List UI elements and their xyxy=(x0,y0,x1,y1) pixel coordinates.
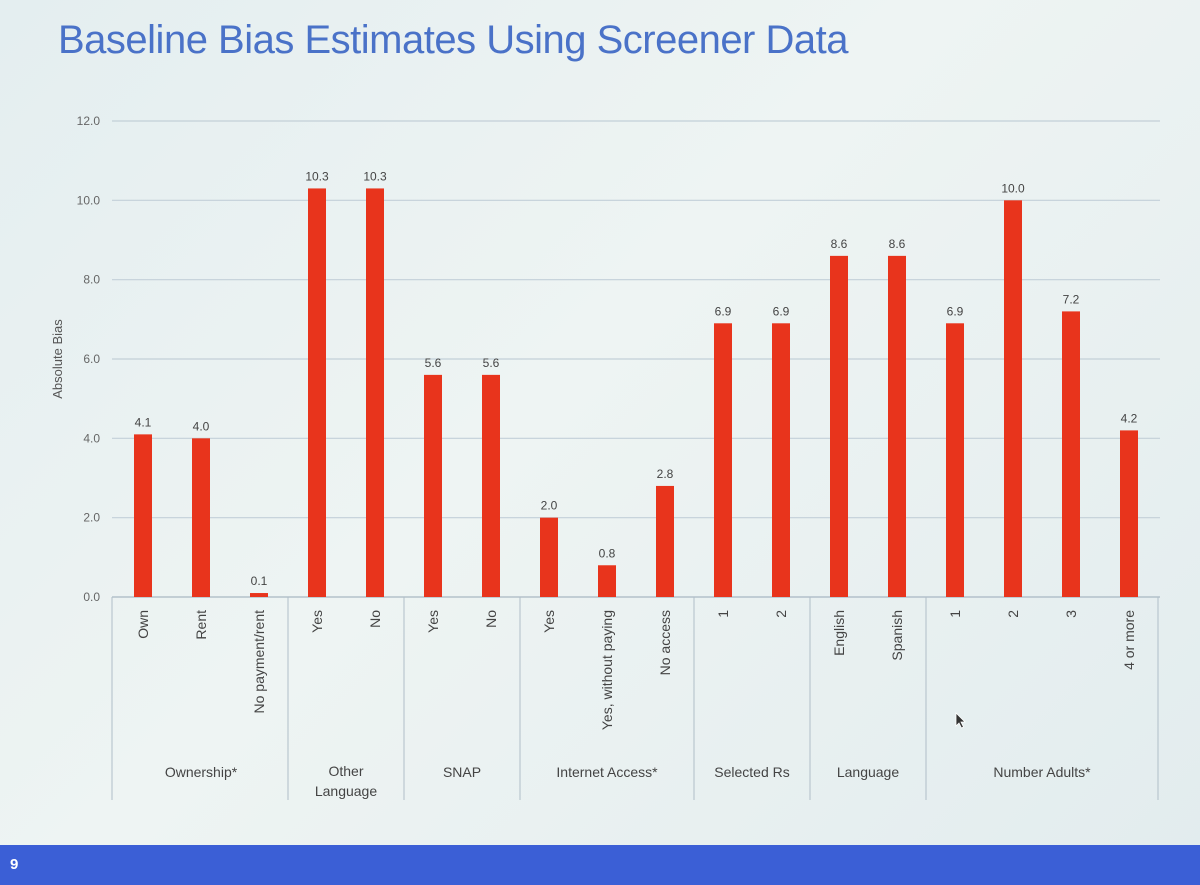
y-tick-label: 6.0 xyxy=(83,352,100,366)
mouse-cursor-icon xyxy=(955,712,966,729)
data-label: 7.2 xyxy=(1063,292,1080,306)
data-label: 0.8 xyxy=(599,546,616,560)
bar xyxy=(540,517,558,597)
group-label: SNAP xyxy=(443,764,481,780)
category-label: Rent xyxy=(193,610,209,640)
y-tick-label: 8.0 xyxy=(83,273,100,287)
bar xyxy=(598,565,616,597)
bar xyxy=(656,485,674,597)
group-label: Selected Rs xyxy=(714,764,789,780)
bar xyxy=(772,323,790,597)
category-label: 1 xyxy=(947,610,963,618)
group-label: Ownership* xyxy=(165,764,238,780)
bar xyxy=(1004,200,1022,598)
category-label: Yes, without paying xyxy=(599,610,615,730)
category-label: 2 xyxy=(1005,610,1021,618)
group-label: Other xyxy=(328,763,363,779)
y-tick-label: 2.0 xyxy=(83,511,100,525)
data-label: 0.1 xyxy=(251,574,268,588)
category-label: No xyxy=(483,610,499,628)
bar xyxy=(308,188,326,597)
bar xyxy=(250,593,268,597)
data-label: 4.1 xyxy=(135,415,152,429)
category-label: 2 xyxy=(773,610,789,618)
category-label: 3 xyxy=(1063,610,1079,618)
bar xyxy=(1062,311,1080,597)
data-label: 10.0 xyxy=(1001,181,1025,195)
data-label: 6.9 xyxy=(947,304,964,318)
bar xyxy=(714,323,732,597)
group-label: Internet Access* xyxy=(556,764,658,780)
category-label: No xyxy=(367,610,383,628)
group-label: Language xyxy=(315,783,378,799)
category-label: Spanish xyxy=(889,610,905,661)
data-label: 8.6 xyxy=(889,237,906,251)
bar xyxy=(830,255,848,597)
group-label: Language xyxy=(837,764,900,780)
bar xyxy=(888,255,906,597)
category-label: Yes xyxy=(309,610,325,633)
bar xyxy=(1120,430,1138,597)
data-label: 8.6 xyxy=(831,237,848,251)
data-label: 6.9 xyxy=(715,304,732,318)
data-label: 10.3 xyxy=(305,169,329,183)
bar xyxy=(482,374,500,597)
bar xyxy=(192,438,210,597)
y-tick-label: 4.0 xyxy=(83,431,100,445)
data-label: 6.9 xyxy=(773,304,790,318)
data-label: 4.0 xyxy=(193,419,210,433)
category-label: No access xyxy=(657,610,673,675)
y-tick-label: 10.0 xyxy=(77,193,101,207)
data-label: 5.6 xyxy=(483,356,500,370)
data-label: 4.2 xyxy=(1121,411,1138,425)
bar xyxy=(424,374,442,597)
category-label: 4 or more xyxy=(1121,610,1137,670)
slide-title: Baseline Bias Estimates Using Screener D… xyxy=(58,18,848,62)
category-label: Yes xyxy=(541,610,557,633)
category-label: 1 xyxy=(715,610,731,618)
footer-bar: 9 xyxy=(0,845,1200,885)
y-tick-label: 0.0 xyxy=(83,590,100,604)
category-label: Own xyxy=(135,610,151,639)
group-label: Number Adults* xyxy=(993,764,1091,780)
data-label: 2.8 xyxy=(657,467,674,481)
bar xyxy=(366,188,384,597)
bar xyxy=(134,434,152,597)
data-label: 10.3 xyxy=(363,169,387,183)
category-label: Yes xyxy=(425,610,441,633)
y-tick-label: 12.0 xyxy=(77,114,101,128)
y-axis-title: Absolute Bias xyxy=(50,319,65,399)
category-label: English xyxy=(831,610,847,656)
data-label: 5.6 xyxy=(425,356,442,370)
bar xyxy=(946,323,964,597)
data-label: 2.0 xyxy=(541,499,558,513)
page-number: 9 xyxy=(10,856,19,873)
category-label: No payment/rent xyxy=(251,610,267,714)
